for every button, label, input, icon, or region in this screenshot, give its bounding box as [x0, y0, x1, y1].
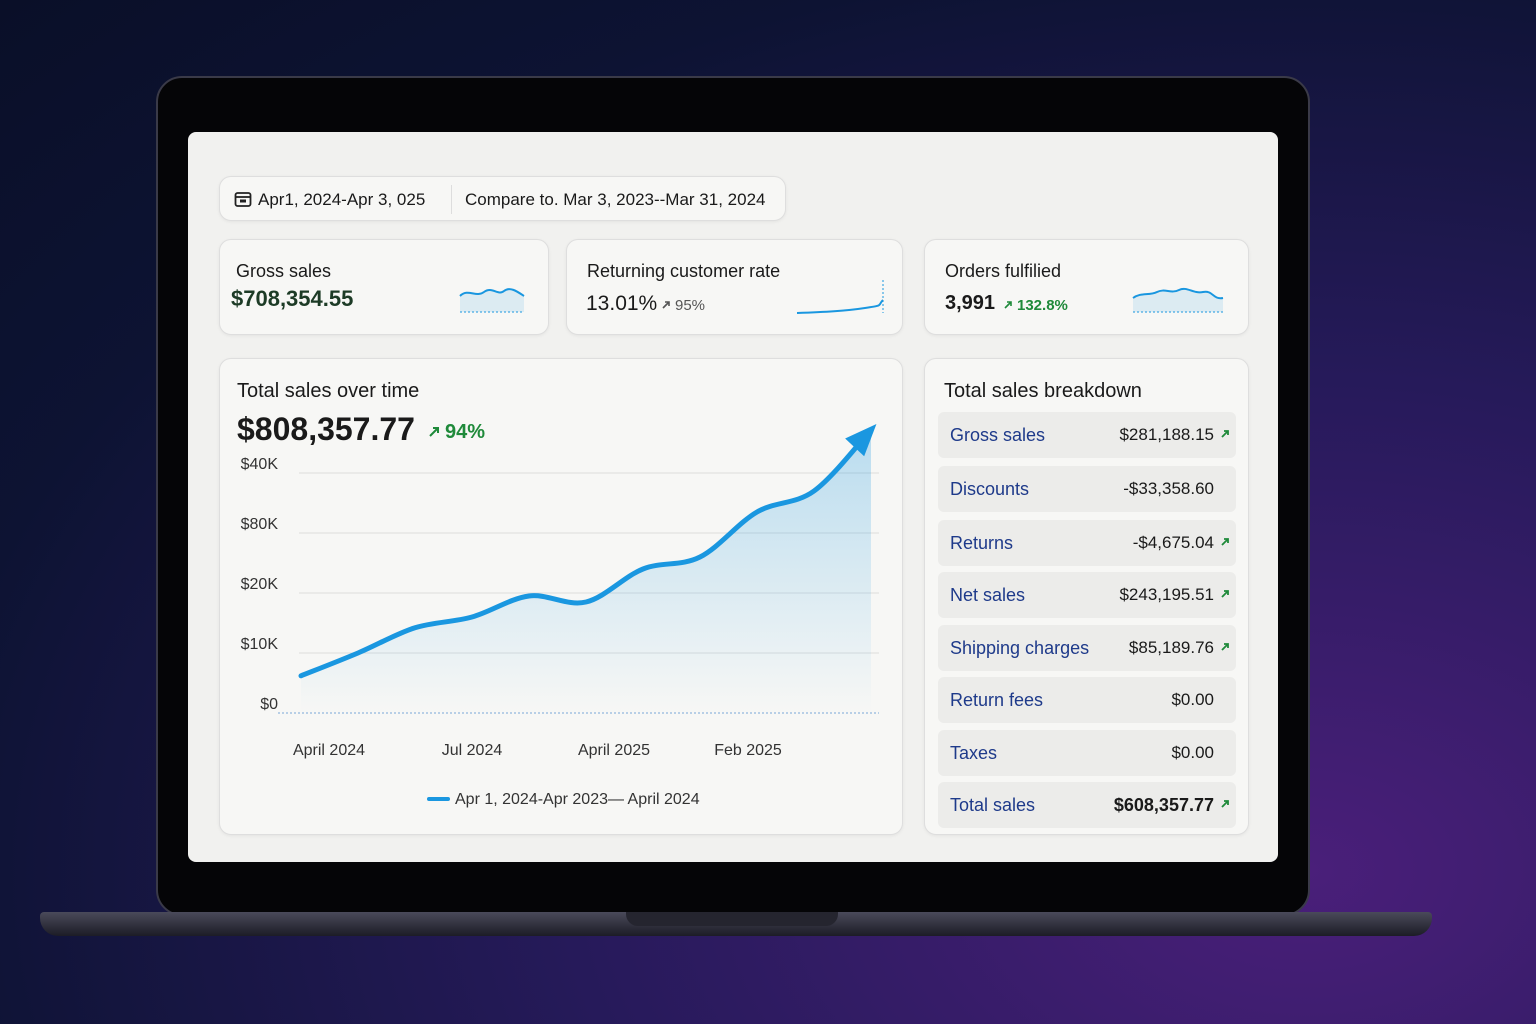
trend-icon — [429, 427, 439, 437]
x-tick-label: April 2024 — [293, 742, 365, 759]
legend-label: Apr 1, 2024-Apr 2023— April 2024 — [455, 791, 700, 808]
kpi-title: Orders fulfilied — [945, 261, 1062, 281]
y-tick-label: $20K — [241, 576, 279, 593]
x-tick-label: April 2025 — [578, 742, 650, 759]
kpi-card: Orders fulfilied 3,991 132.8% — [924, 239, 1249, 335]
trend-icon — [1221, 590, 1229, 598]
kpi-change: 95% — [661, 297, 705, 314]
date-range[interactable]: Apr1, 2024-Apr 3, 025 — [258, 190, 426, 209]
y-tick-label: $0 — [260, 696, 278, 713]
divider — [451, 185, 452, 214]
line-chart: $0 $10K $20K $80K $40K April 2024 Jul 2024 Apri… — [241, 423, 879, 808]
area — [301, 429, 871, 713]
date-picker[interactable]: Apr1, 2024-Apr 3, 025 Compare to. Mar 3,… — [219, 176, 786, 221]
chart-total: $808,357.77 — [237, 411, 415, 447]
sparkline — [459, 288, 525, 313]
breakdown-title: Total sales breakdown — [944, 380, 1142, 402]
row-value: $281,188.15 — [1119, 425, 1214, 444]
trend-arrow — [1221, 643, 1229, 651]
breakdown-row[interactable]: Gross sales $281,188.15 — [938, 412, 1236, 458]
sparkline — [796, 280, 884, 314]
row-label: Returns — [950, 533, 1014, 553]
row-value: $608,357.77 — [1113, 795, 1214, 815]
breakdown-row[interactable]: Taxes $0.00 — [938, 730, 1236, 776]
y-tick-label: $80K — [241, 516, 279, 533]
row-value: -$4,675.04 — [1132, 533, 1214, 552]
chart-change: 94% — [428, 421, 485, 444]
breakdown-row[interactable]: Total sales $608,357.77 — [938, 782, 1236, 828]
kpi-title: Gross sales — [236, 261, 332, 281]
row-label: Gross sales — [950, 425, 1046, 445]
row-value: -$33,358.60 — [1123, 479, 1214, 498]
compare-range[interactable]: Compare to. Mar 3, 2023--Mar 31, 2024 — [465, 190, 766, 209]
kpi-value: 13.01% — [586, 292, 658, 315]
breakdown-row[interactable]: Net sales $243,195.51 — [938, 572, 1236, 618]
kpi-title: Returning customer rate — [587, 261, 781, 281]
row-value: $0.00 — [1171, 743, 1214, 762]
trend-icon — [1221, 538, 1229, 546]
arrow-head — [845, 423, 877, 457]
sales-chart-card: Total sales over time $808,357.77 94% $0… — [219, 358, 903, 835]
trend-icon — [1004, 301, 1012, 309]
calendar-icon — [234, 192, 252, 207]
y-tick-label: $40K — [241, 456, 279, 473]
trend-icon — [1221, 643, 1229, 651]
row-label: Taxes — [950, 743, 998, 763]
row-label: Shipping charges — [950, 638, 1090, 658]
chart-change-value: 94% — [445, 421, 486, 443]
breakdown-row[interactable]: Shipping charges $85,189.76 — [938, 625, 1236, 671]
row-value: $0.00 — [1171, 690, 1214, 709]
trend-arrow — [1221, 430, 1229, 438]
kpi-card: Returning customer rate 13.01% 95% — [566, 239, 903, 335]
row-label: Net sales — [950, 585, 1026, 605]
y-tick-label: $10K — [241, 636, 279, 653]
kpi-value: $708,354.55 — [231, 286, 354, 311]
sparkline — [1132, 287, 1224, 313]
kpi-change-value: 132.8% — [1017, 297, 1068, 314]
row-label: Total sales — [950, 795, 1036, 815]
trend-icon — [1221, 800, 1229, 808]
row-label: Return fees — [950, 690, 1044, 710]
kpi-change: 132.8% — [1003, 297, 1068, 314]
x-tick-label: Jul 2024 — [442, 742, 503, 759]
breakdown-row[interactable]: Return fees $0.00 — [938, 677, 1236, 723]
kpi-change-value: 95% — [675, 297, 706, 314]
x-tick-label: Feb 2025 — [714, 742, 782, 759]
trend-arrow — [1221, 800, 1229, 808]
breakdown-row[interactable]: Returns -$4,675.04 — [938, 520, 1236, 566]
row-value: $243,195.51 — [1119, 585, 1214, 604]
chart-title: Total sales over time — [237, 380, 420, 402]
trend-icon — [662, 301, 670, 309]
line — [298, 427, 874, 679]
row-value: $85,189.76 — [1128, 638, 1214, 657]
kpi-card: Gross sales $708,354.55 — [219, 239, 549, 335]
breakdown-row[interactable]: Discounts -$33,358.60 — [938, 466, 1236, 512]
trend-icon — [1221, 430, 1229, 438]
kpi-value: 3,991 — [945, 292, 996, 314]
laptop-notch — [626, 912, 838, 926]
trend-arrow — [1221, 590, 1229, 598]
trend-arrow — [1221, 538, 1229, 546]
row-label: Discounts — [950, 479, 1030, 499]
